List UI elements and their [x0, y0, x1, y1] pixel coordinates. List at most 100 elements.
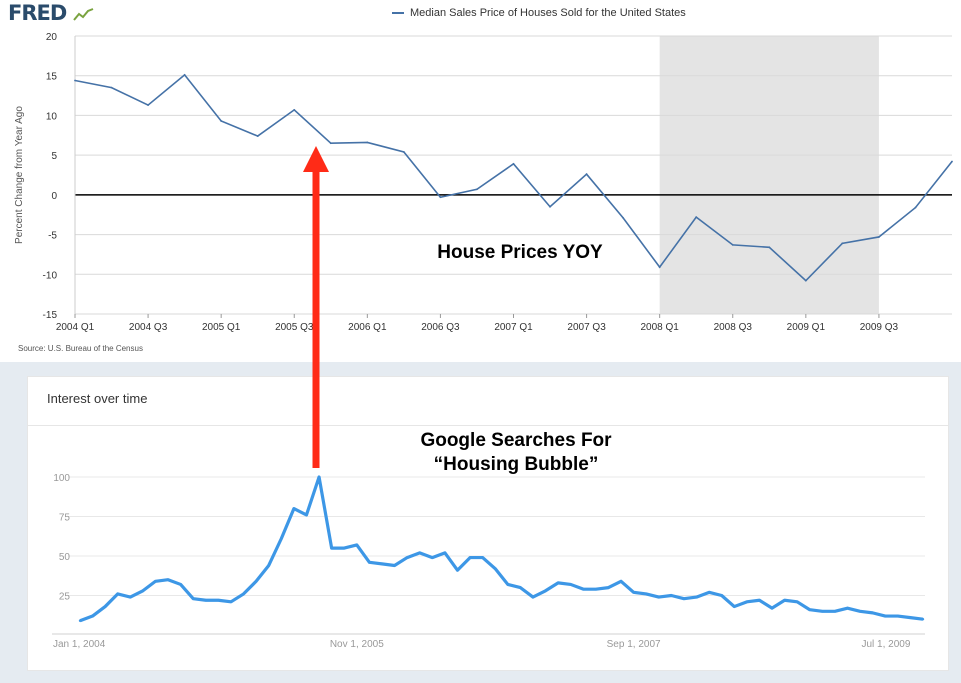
data-point	[229, 600, 233, 604]
x-tick-label: 2005 Q1	[202, 322, 241, 333]
x-tick-label: Nov 1, 2005	[330, 639, 384, 650]
data-point	[267, 564, 270, 567]
trend-graph-icon	[72, 8, 93, 21]
y-tick-label: -5	[48, 231, 57, 242]
data-point	[858, 610, 862, 613]
x-tick-label: 2009 Q3	[860, 322, 899, 333]
data-point	[405, 556, 409, 559]
fred-logo[interactable]: FRED	[8, 1, 95, 25]
data-point	[431, 556, 434, 559]
data-point	[78, 619, 82, 622]
data-point	[293, 108, 296, 111]
google-searches-label-line2: “Housing Bubble”	[433, 454, 599, 475]
data-point	[745, 600, 749, 604]
data-point	[439, 196, 442, 199]
data-point	[770, 606, 774, 610]
y-tick-label: 25	[59, 592, 71, 603]
x-tick-label: Jan 1, 2004	[53, 639, 106, 650]
data-point	[607, 586, 610, 589]
data-point	[896, 614, 900, 618]
data-point	[768, 246, 771, 249]
recession-shade	[659, 36, 879, 314]
google-searches-label-line1: Google Searches For	[420, 430, 612, 451]
data-point	[481, 556, 484, 559]
y-tick-label: 0	[51, 191, 57, 202]
data-point	[456, 569, 459, 572]
y-axis-label: Percent Change from Year Ago	[14, 106, 25, 244]
data-point	[758, 599, 761, 602]
data-point	[569, 583, 572, 586]
y-tick-label: 100	[53, 473, 70, 484]
y-tick-label: 75	[59, 513, 71, 524]
y-tick-label: -10	[43, 270, 58, 281]
data-point	[808, 608, 811, 611]
data-point	[141, 589, 145, 592]
data-point	[366, 141, 369, 144]
data-point	[951, 160, 953, 163]
data-point	[720, 594, 723, 597]
data-point	[644, 592, 648, 596]
data-point	[368, 561, 371, 564]
y-tick-label: 10	[46, 111, 58, 122]
google-searches-label: Google Searches For “Housing Bubble”	[396, 429, 636, 477]
data-point	[179, 583, 182, 586]
data-point	[682, 597, 686, 600]
data-point	[129, 595, 132, 599]
data-point	[544, 589, 547, 592]
data-point	[585, 173, 588, 176]
data-point	[91, 614, 94, 618]
data-point	[695, 216, 698, 218]
data-point	[468, 556, 472, 559]
data-point	[192, 597, 195, 600]
data-point	[512, 162, 515, 165]
y-tick-label: 50	[59, 552, 71, 563]
y-tick-label: 15	[46, 72, 58, 83]
data-point	[220, 120, 223, 122]
data-point	[380, 562, 384, 566]
data-point	[183, 74, 186, 76]
data-point	[476, 188, 478, 191]
series-line	[79, 475, 924, 623]
data-point	[921, 618, 925, 621]
data-point	[147, 104, 149, 107]
data-point	[317, 475, 321, 479]
x-tick-label: Sep 1, 2007	[607, 639, 661, 650]
data-point	[594, 587, 598, 591]
data-point	[204, 599, 208, 602]
data-point	[619, 580, 623, 583]
y-tick-label: 20	[46, 32, 58, 43]
data-point	[707, 591, 711, 594]
data-point	[549, 205, 551, 208]
data-point	[393, 564, 396, 567]
trends-heading: Interest over time	[47, 391, 148, 406]
legend-swatch	[392, 12, 404, 14]
data-point	[343, 546, 346, 550]
data-point	[74, 79, 76, 82]
data-point	[841, 242, 844, 245]
data-point	[254, 580, 258, 583]
fred-legend: Median Sales Price of Houses Sold for th…	[392, 7, 686, 19]
trends-card: Interest over time 100 75 50 25 Jan 1, 2004 N…	[27, 376, 949, 671]
x-tick-label: 2007 Q3	[567, 322, 606, 333]
data-point	[402, 151, 405, 153]
data-point	[330, 546, 333, 550]
data-point	[884, 614, 887, 618]
data-point	[804, 279, 807, 282]
data-point	[256, 135, 259, 137]
legend-label: Median Sales Price of Houses Sold for th…	[410, 7, 686, 19]
data-point	[519, 586, 522, 589]
data-point	[821, 610, 824, 613]
x-tick-label: 2008 Q3	[714, 322, 753, 333]
y-tick-label: 5	[51, 151, 57, 162]
source-note: Source: U.S. Bureau of the Census	[18, 344, 143, 353]
data-point	[494, 567, 497, 570]
trends-header-divider	[28, 425, 948, 426]
data-point	[305, 513, 308, 517]
data-point	[871, 611, 874, 615]
x-tick-label: 2008 Q1	[640, 322, 679, 333]
x-tick-label: 2005 Q3	[275, 322, 314, 333]
data-point	[154, 580, 157, 583]
data-point	[846, 606, 849, 610]
data-point	[166, 578, 170, 581]
